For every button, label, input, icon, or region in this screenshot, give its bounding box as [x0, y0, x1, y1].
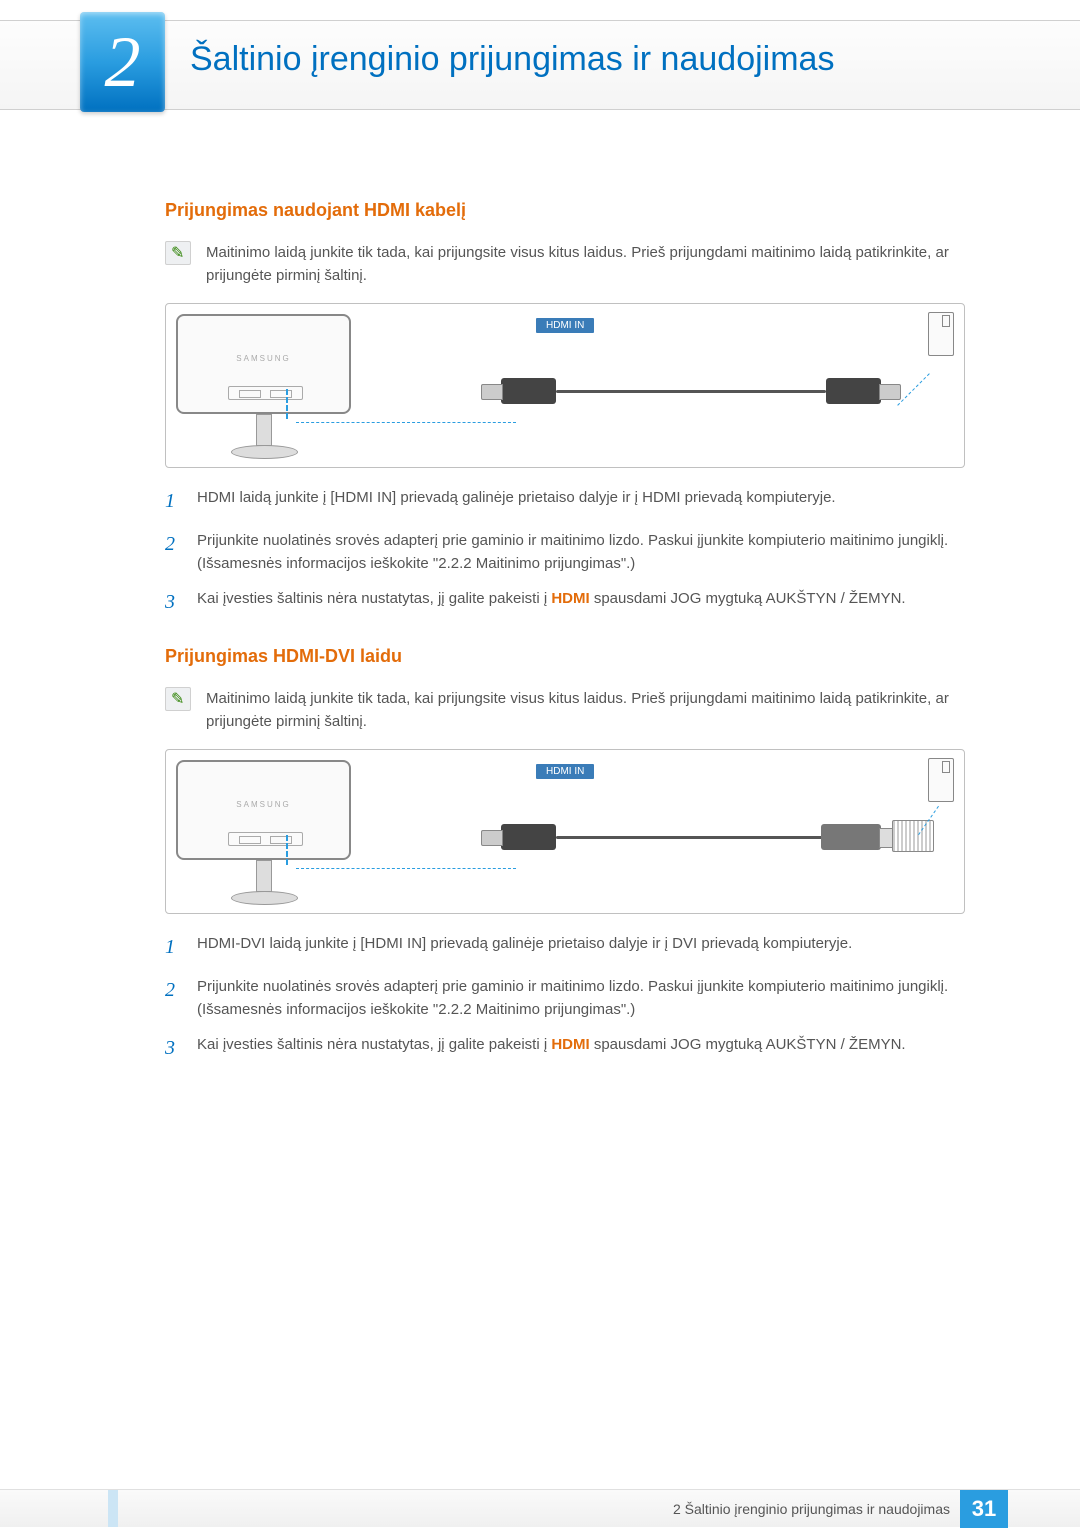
footer-accent: [108, 1490, 118, 1527]
hdmi-connector-right: [826, 378, 881, 404]
step-number: 2: [165, 975, 179, 1022]
monitor-logo: SAMSUNG: [178, 800, 349, 809]
step-text: Kai įvesties šaltinis nėra nustatytas, j…: [197, 587, 906, 618]
step-text: HDMI laidą junkite į [HDMI IN] prievadą …: [197, 486, 836, 517]
hdmi-dvi-cable: [501, 820, 881, 855]
step-text: Prijunkite nuolatinės srovės adapterį pr…: [197, 529, 995, 576]
hdmi-in-label: HDMI IN: [536, 764, 594, 779]
dash-line: [296, 422, 516, 423]
port-arrow: [286, 835, 288, 865]
note-icon: [165, 687, 191, 711]
footer-text: 2 Šaltinio įrenginio prijungimas ir naud…: [673, 1501, 950, 1517]
section1-heading: Prijungimas naudojant HDMI kabelį: [165, 200, 995, 221]
section2-diagram: SAMSUNG HDMI IN: [165, 749, 965, 914]
step-item: 3 Kai įvesties šaltinis nėra nustatytas,…: [165, 587, 995, 618]
note-text: Maitinimo laidą junkite tik tada, kai pr…: [206, 241, 995, 288]
pc-tower: [928, 312, 954, 356]
monitor-illustration: SAMSUNG: [176, 760, 371, 905]
port-arrow: [286, 389, 288, 419]
section2-heading: Prijungimas HDMI-DVI laidu: [165, 646, 995, 667]
step-number: 3: [165, 1033, 179, 1064]
section1-diagram: SAMSUNG HDMI IN: [165, 303, 965, 468]
chapter-title: Šaltinio įrenginio prijungimas ir naudoj…: [190, 40, 834, 79]
note-text: Maitinimo laidą junkite tik tada, kai pr…: [206, 687, 995, 734]
step-number: 1: [165, 486, 179, 517]
dvi-connector-right: [821, 824, 881, 850]
page-footer: 2 Šaltinio įrenginio prijungimas ir naud…: [0, 1489, 1080, 1527]
note-icon: [165, 241, 191, 265]
dash-line: [296, 868, 516, 869]
monitor-logo: SAMSUNG: [178, 354, 349, 363]
section1-steps: 1 HDMI laidą junkite į [HDMI IN] prievad…: [165, 486, 995, 619]
hdmi-connector-left: [501, 824, 556, 850]
hdmi-in-label: HDMI IN: [536, 318, 594, 333]
section2-steps: 1 HDMI-DVI laidą junkite į [HDMI IN] pri…: [165, 932, 995, 1065]
step-item: 1 HDMI laidą junkite į [HDMI IN] prievad…: [165, 486, 995, 517]
hdmi-cable: [501, 374, 881, 409]
chapter-badge: 2: [80, 12, 165, 112]
hdmi-connector-left: [501, 378, 556, 404]
step-text: Kai įvesties šaltinis nėra nustatytas, j…: [197, 1033, 906, 1064]
monitor-illustration: SAMSUNG: [176, 314, 371, 459]
step-item: 1 HDMI-DVI laidą junkite į [HDMI IN] pri…: [165, 932, 995, 963]
dvi-port: [892, 820, 934, 852]
section1-note: Maitinimo laidą junkite tik tada, kai pr…: [165, 241, 995, 288]
step-text: HDMI-DVI laidą junkite į [HDMI IN] priev…: [197, 932, 852, 963]
step-item: 3 Kai įvesties šaltinis nėra nustatytas,…: [165, 1033, 995, 1064]
step-text: Prijunkite nuolatinės srovės adapterį pr…: [197, 975, 995, 1022]
step-item: 2 Prijunkite nuolatinės srovės adapterį …: [165, 529, 995, 576]
step-number: 1: [165, 932, 179, 963]
step-number: 2: [165, 529, 179, 576]
section2-note: Maitinimo laidą junkite tik tada, kai pr…: [165, 687, 995, 734]
dash-line: [897, 373, 930, 406]
chapter-number: 2: [105, 21, 141, 104]
page-content: Prijungimas naudojant HDMI kabelį Maitin…: [165, 190, 995, 1076]
step-number: 3: [165, 587, 179, 618]
step-item: 2 Prijunkite nuolatinės srovės adapterį …: [165, 975, 995, 1022]
pc-tower: [928, 758, 954, 802]
page-number: 31: [960, 1490, 1008, 1528]
